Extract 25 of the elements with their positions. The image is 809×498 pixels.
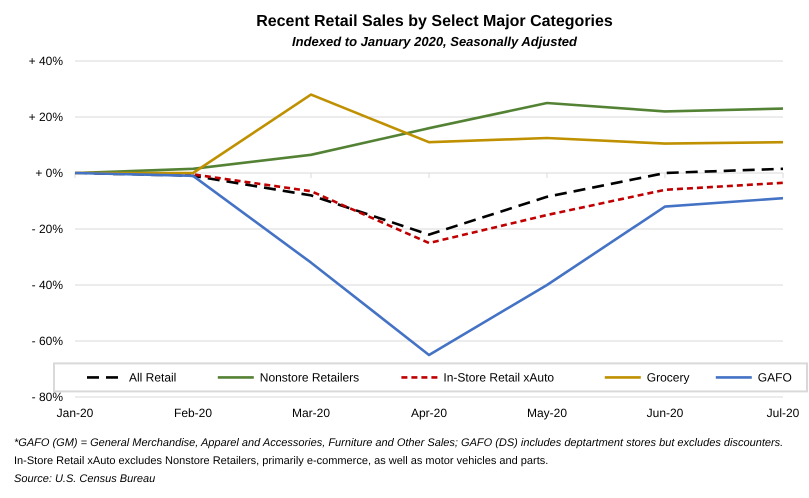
chart-subtitle: Indexed to January 2020, Seasonally Adjusted	[292, 34, 578, 49]
x-tick-label: Jul-20	[766, 406, 800, 420]
x-tick-label: May-20	[526, 406, 568, 420]
x-tick-label: Mar-20	[292, 406, 330, 420]
text: *GAFO (GM) = General Merchandise, Apparel and Accessories, Furniture and Other Sales; GAFO (DS) includes deptartment stores but excludes discounters.	[14, 437, 784, 449]
y-tick-label: - 20%	[32, 222, 64, 236]
x-tick-label: Jan-20	[56, 406, 94, 420]
y-tick-label: + 40%	[28, 54, 64, 68]
x-tick-label: Apr-20	[410, 406, 448, 420]
y-tick-label: - 60%	[32, 334, 64, 348]
x-tick-label: Feb-20	[174, 406, 212, 420]
legend-label: In-Store Retail xAuto	[443, 370, 554, 385]
chart-title: Recent Retail Sales by Select Major Categories	[256, 13, 613, 30]
line-series	[74, 172, 784, 356]
y-tick-label: - 40%	[32, 278, 64, 292]
x-tick-label: Jun-20	[646, 406, 684, 420]
legend-label: All Retail	[129, 370, 176, 385]
source-note: Source: U.S. Census Bureau	[14, 473, 156, 485]
y-tick-label: - 80%	[32, 390, 64, 404]
y-tick-label: + 20%	[28, 110, 64, 124]
text: In-Store Retail xAuto excludes Nonstore Retailers, primarily e-commerce, as well as motor vehicles and parts.	[14, 455, 548, 467]
legend-label: Grocery	[646, 370, 690, 385]
y-tick-label: + 0%	[35, 166, 64, 180]
legend-label: GAFO	[758, 370, 792, 385]
legend-label: Nonstore Retailers	[260, 370, 360, 385]
